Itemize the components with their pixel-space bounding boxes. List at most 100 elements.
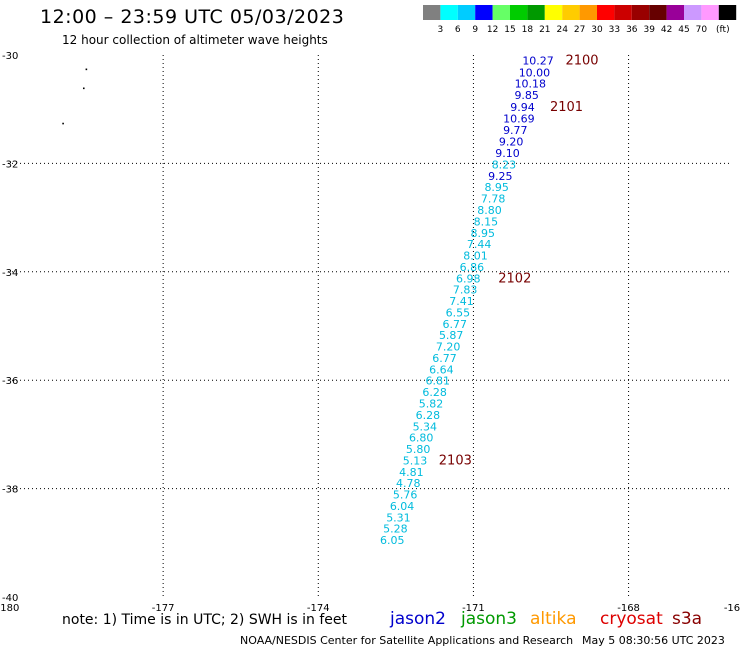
color-scale-label: 18 — [522, 25, 534, 35]
wave-height-value: 6.80 — [409, 432, 434, 445]
y-tick-label: -32 — [2, 159, 18, 170]
y-tick-label: -34 — [2, 268, 18, 279]
wave-height-value: 8.95 — [470, 227, 495, 240]
color-swatch — [684, 5, 702, 20]
color-scale-label: 24 — [556, 25, 568, 35]
x-tick-label: -174 — [307, 603, 330, 614]
wave-height-value: 5.87 — [439, 329, 464, 342]
color-swatch — [718, 5, 737, 20]
credit-line: NOAA/NESDIS Center for Satellite Applica… — [240, 634, 574, 647]
wave-height-value: 6.28 — [416, 409, 441, 422]
wave-height-value: 10.27 — [522, 54, 554, 67]
y-tick-label: -30 — [2, 51, 18, 62]
x-tick-label: -180 — [0, 603, 19, 614]
color-swatch — [440, 5, 458, 20]
color-scale-label: 27 — [574, 25, 585, 35]
wave-height-value: 10.18 — [515, 78, 547, 91]
color-swatch — [423, 5, 441, 20]
wave-height-value: 9.85 — [514, 89, 539, 102]
color-scale-label: 9 — [472, 25, 478, 35]
time-label: 2100 — [565, 53, 598, 68]
wave-height-value: 4.78 — [396, 477, 421, 490]
wave-height-value: 7.44 — [467, 238, 492, 251]
color-scale-label: 70 — [696, 25, 708, 35]
color-scale-label: 33 — [609, 25, 620, 35]
wave-height-value: 6.86 — [460, 261, 485, 274]
wave-height-value: 10.69 — [503, 112, 535, 125]
wave-height-value: 5.80 — [406, 443, 431, 456]
x-tick-label: -171 — [462, 603, 485, 614]
wave-height-value: 7.83 — [453, 284, 478, 297]
satellite-legend-jason3: jason3 — [461, 609, 517, 629]
color-scale-label: 36 — [626, 25, 638, 35]
color-swatch — [544, 5, 563, 20]
wave-height-value: 5.76 — [393, 489, 418, 502]
color-swatch — [649, 5, 667, 20]
x-tick-label: -16 — [724, 603, 740, 614]
wave-height-value: 7.20 — [436, 341, 461, 354]
wave-height-value: 9.94 — [510, 101, 535, 114]
wave-height-value: 7.41 — [449, 295, 474, 308]
color-scale-label: 30 — [591, 25, 603, 35]
wave-height-value: 6.55 — [446, 306, 471, 319]
stray-data-point — [82, 87, 85, 90]
x-tick-label: -168 — [617, 603, 640, 614]
wave-height-value: 5.13 — [403, 454, 428, 467]
color-swatch — [510, 5, 528, 20]
wave-height-value: 6.98 — [456, 272, 481, 285]
wave-height-value: 10.00 — [519, 66, 551, 79]
footnote: note: 1) Time is in UTC; 2) SWH is in fe… — [62, 612, 348, 628]
y-tick-label: -38 — [2, 485, 18, 496]
wave-height-value: 8.95 — [484, 181, 509, 194]
time-label: 2103 — [439, 453, 472, 468]
time-label: 2101 — [550, 100, 583, 115]
satellite-legend-altika: altika — [530, 609, 577, 629]
wave-height-value: 8.15 — [474, 215, 499, 228]
color-swatch — [597, 5, 615, 20]
color-swatch — [492, 5, 510, 20]
color-scale-label: 21 — [539, 25, 550, 35]
color-scale-legend: 3 6 9 12 15 18 21 24 27 30 33 36 39 42 45 70 (ft) — [423, 5, 737, 35]
wave-height-value: 8.23 — [492, 158, 517, 171]
wave-height-value: 6.05 — [380, 534, 405, 547]
wave-height-value: 9.10 — [495, 147, 520, 160]
color-swatch — [631, 5, 650, 20]
x-tick-label: -177 — [152, 603, 175, 614]
color-swatch — [614, 5, 632, 20]
wave-height-value: 7.78 — [481, 193, 506, 206]
wave-height-value: 5.28 — [383, 523, 408, 536]
wave-height-value: 6.28 — [422, 386, 447, 399]
wave-height-value: 9.20 — [499, 136, 524, 149]
wave-height-value: 9.77 — [503, 124, 528, 137]
wave-height-value: 6.04 — [390, 500, 415, 513]
wave-height-value: 5.31 — [386, 511, 411, 524]
stray-data-point — [62, 122, 64, 125]
wave-height-value: 6.77 — [432, 352, 457, 365]
wave-height-value: 5.82 — [419, 398, 444, 411]
satellite-legend-cryosat: cryosat — [600, 609, 663, 629]
color-scale-label: 42 — [661, 25, 672, 35]
color-scale-unit: (ft) — [716, 25, 730, 35]
wave-height-value: 8.01 — [463, 250, 488, 263]
color-scale-label: 45 — [678, 25, 689, 35]
color-scale-label: 15 — [504, 25, 515, 35]
color-swatch — [475, 5, 493, 20]
color-scale-label: 12 — [487, 25, 498, 35]
wave-height-value: 6.81 — [425, 375, 450, 388]
wave-height-value: 8.80 — [477, 204, 502, 217]
wave-height-value: 6.64 — [429, 363, 454, 376]
y-tick-label: -36 — [2, 376, 18, 387]
stray-data-point — [85, 68, 88, 71]
satellite-legend-s3a: s3a — [672, 609, 703, 629]
color-swatch — [579, 5, 597, 20]
wave-height-value: 4.81 — [399, 466, 424, 479]
color-scale-label: 6 — [455, 25, 461, 35]
generated-timestamp: May 5 08:30:56 UTC 2023 — [582, 634, 725, 647]
time-label: 2102 — [498, 271, 531, 286]
color-swatch — [666, 5, 684, 20]
color-scale-label: 3 — [438, 25, 444, 35]
chart-subtitle: 12 hour collection of altimeter wave hei… — [62, 33, 328, 47]
chart-title: 12:00 – 23:59 UTC 05/03/2023 — [40, 6, 345, 28]
